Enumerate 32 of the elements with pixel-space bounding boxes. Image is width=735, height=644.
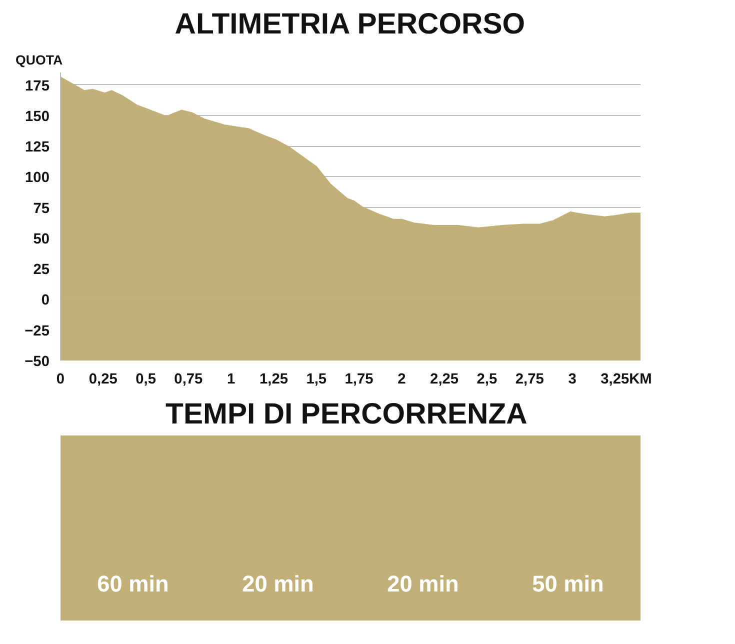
x-tick-label: 1 — [227, 372, 236, 388]
chart-title: ALTIMETRIA PERCORSO — [174, 8, 526, 40]
x-tick-label: 0 — [56, 372, 65, 388]
y-tick-label: −25 — [24, 323, 50, 340]
x-tick-label: 0,5 — [136, 372, 156, 388]
text: TEMPI DI PERCORRENZA — [166, 398, 528, 430]
y-axis-title: QUOTA — [16, 52, 64, 68]
x-tick-label: 2,5 — [476, 372, 498, 388]
y-tick-label: 25 — [33, 262, 50, 278]
y-tick-label: 50 — [33, 231, 50, 248]
text: 50 min — [532, 570, 604, 596]
y-tick-label: 75 — [33, 200, 50, 217]
x-tick-label: 2,75 — [515, 372, 544, 388]
y-tick-label: 150 — [25, 108, 50, 125]
text: 20 min — [387, 570, 459, 596]
x-tick-label: 3,25 — [600, 372, 630, 388]
y-tick-label: 0 — [41, 292, 50, 309]
x-tick-label: 0,75 — [174, 372, 203, 388]
x-tick-label: 1,5 — [306, 372, 327, 388]
x-tick-label: 2 — [398, 372, 406, 388]
x-axis-title: KM — [629, 372, 652, 388]
text: 20 min — [242, 570, 314, 596]
y-tick-label: −50 — [24, 354, 50, 370]
text: 60 min — [97, 570, 169, 596]
x-tick-label: 0,25 — [88, 372, 118, 388]
y-tick-label: 175 — [25, 78, 50, 94]
x-tick-label: 1,25 — [259, 372, 288, 388]
x-tick-label: 2,25 — [430, 372, 459, 388]
y-tick-label: 100 — [25, 170, 50, 186]
x-tick-label: 3 — [568, 372, 576, 388]
y-tick-label: 125 — [25, 140, 50, 156]
x-tick-label: 1,75 — [344, 372, 374, 388]
